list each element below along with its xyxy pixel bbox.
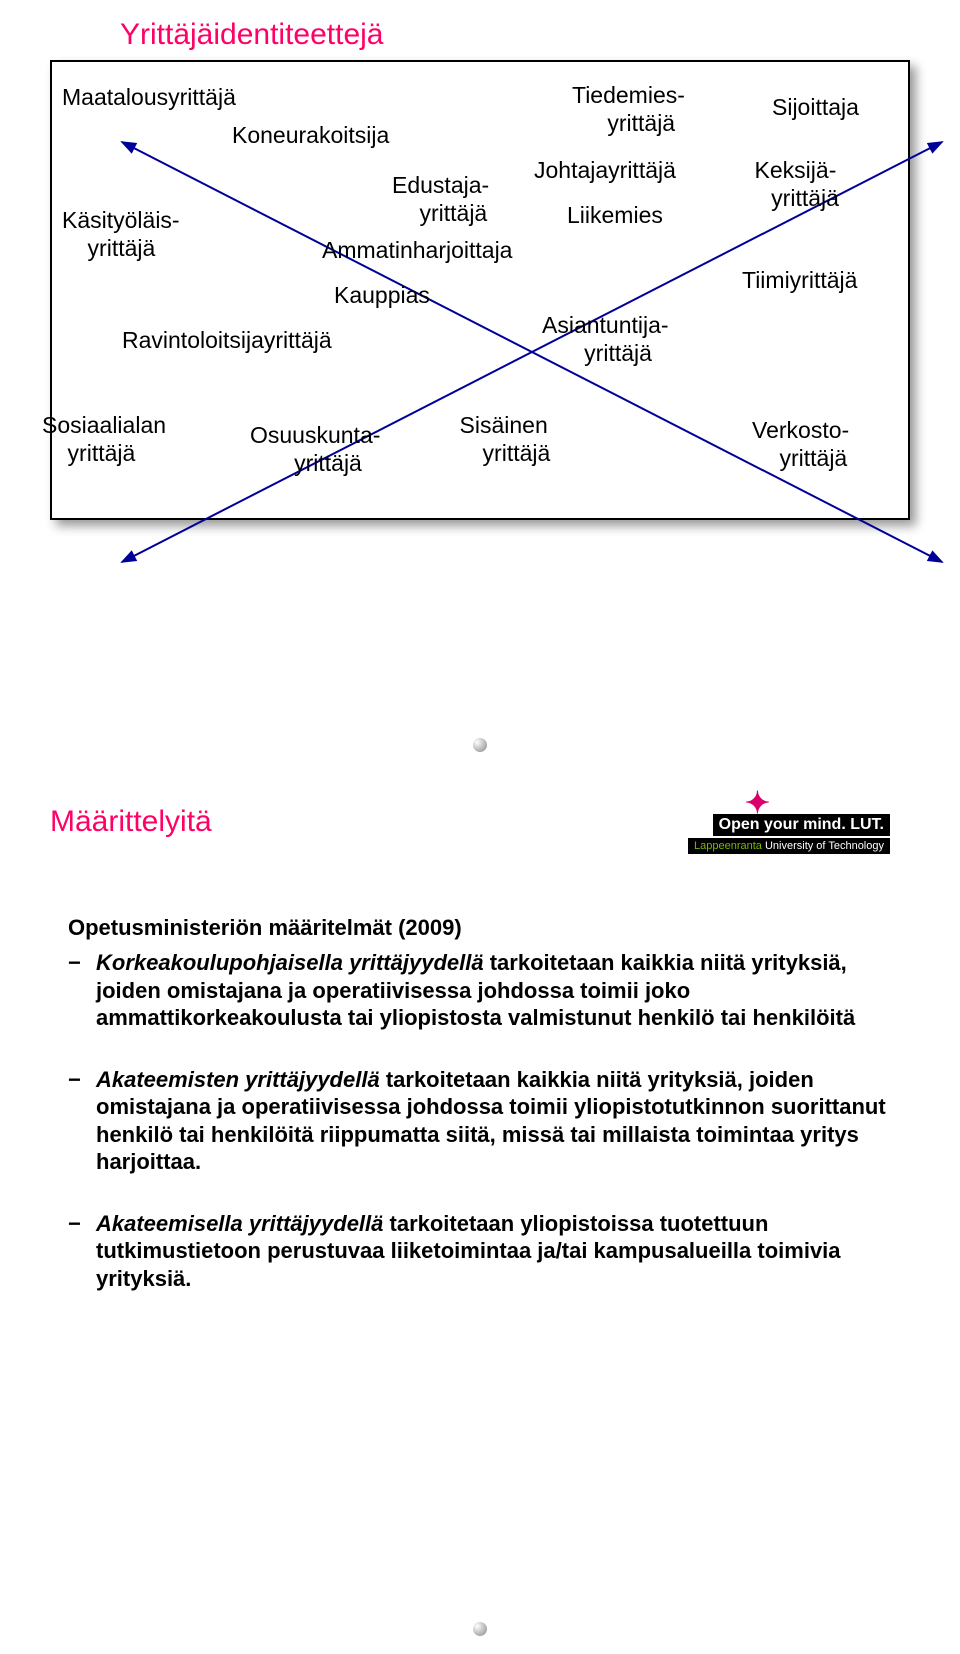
slide2-title: Määrittelyitä xyxy=(50,805,212,839)
term-tiedemiesyrittaja: Tiedemies- yrittäjä xyxy=(572,82,685,137)
term-kasityolaisyrittaja: Käsityöläis- yrittäjä xyxy=(62,207,180,262)
lut-logo-sub: Lappeenranta University of Technology xyxy=(688,838,890,854)
term-osuuskuntayrittaja: Osuuskunta- yrittäjä xyxy=(250,422,380,477)
identity-frame: Maatalousyrittäjä Koneurakoitsija Käsity… xyxy=(50,60,910,520)
lut-logo-sub-green: Lappeenranta xyxy=(694,840,762,852)
definition-item: Akateemisten yrittäjyydellä tarkoitetaan… xyxy=(96,1066,888,1176)
term-kauppias: Kauppias xyxy=(334,282,430,310)
term-maatalousyrittaja: Maatalousyrittäjä xyxy=(62,84,236,112)
term-ravintoloitsijayrittaja: Ravintoloitsijayrittäjä xyxy=(122,327,332,355)
definition-item: Akateemisella yrittäjyydellä tarkoitetaa… xyxy=(96,1210,888,1293)
definition-term: Akateemisten yrittäjyydellä xyxy=(96,1067,380,1092)
term-asiantuntijayrittaja: Asiantuntija- yrittäjä xyxy=(542,312,669,367)
lut-logo-sub-white: University of Technology xyxy=(762,840,884,852)
definition-term: Akateemisella yrittäjyydellä xyxy=(96,1211,383,1236)
term-sisainen-yrittaja: Sisäinen yrittäjä xyxy=(457,412,550,467)
definition-item: Korkeakoulupohjaisella yrittäjyydellä ta… xyxy=(96,949,888,1032)
term-liikemies: Liikemies xyxy=(567,202,663,230)
definitions-list: Korkeakoulupohjaisella yrittäjyydellä ta… xyxy=(68,949,888,1292)
term-verkostoyrittaja: Verkosto- yrittäjä xyxy=(752,417,849,472)
term-ammatinharjoittaja: Ammatinharjoittaja xyxy=(322,237,512,265)
definitions-heading: Opetusministeriön määritelmät (2009) xyxy=(68,915,888,941)
definitions-content: Opetusministeriön määritelmät (2009) Kor… xyxy=(68,915,888,1326)
term-sosiaalialan-yrittaja: Sosiaalialan yrittäjä xyxy=(42,412,166,467)
footer-dot-icon xyxy=(473,1622,487,1636)
slide1-title: Yrittäjäidentiteettejä xyxy=(120,18,384,52)
slide-definitions: Määrittelyitä ✦ Open your mind. LUT. Lap… xyxy=(0,770,960,1654)
term-edustajayrittaja: Edustaja- yrittäjä xyxy=(392,172,489,227)
term-keksijayrittaja: Keksijä- yrittäjä xyxy=(752,157,839,212)
term-johtajayrittaja: Johtajayrittäjä xyxy=(534,157,676,185)
term-tiimiyrittaja: Tiimiyrittäjä xyxy=(742,267,857,295)
slide-identities: Yrittäjäidentiteettejä Maatalousyrittäjä… xyxy=(0,0,960,770)
footer-dot-icon xyxy=(473,738,487,752)
term-sijoittaja: Sijoittaja xyxy=(772,94,859,122)
term-koneurakoitsija: Koneurakoitsija xyxy=(232,122,389,150)
lut-logo-main: Open your mind. LUT. xyxy=(713,814,890,836)
definition-term: Korkeakoulupohjaisella yrittäjyydellä xyxy=(96,950,484,975)
